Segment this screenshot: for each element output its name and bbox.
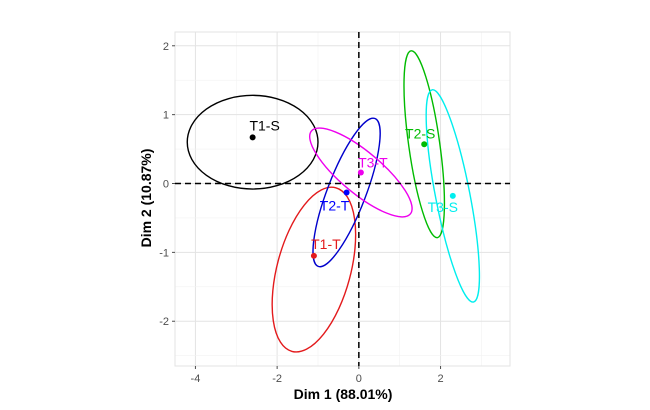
ellipse-t2-s (403, 50, 446, 239)
point-labels: T1-S T1-T T2-T T3-T T2-S T3-S (249, 117, 458, 251)
x-tick-label: -2 (272, 373, 282, 385)
point-label-t2-s: T2-S (405, 125, 435, 141)
y-tick-label: 1 (163, 110, 169, 122)
x-tick-label: -4 (191, 373, 201, 385)
y-axis-title: Dim 2 (10.87%) (138, 149, 154, 248)
point-label-t3-s: T3-S (428, 199, 458, 215)
x-axis-title: Dim 1 (88.01%) (294, 386, 393, 402)
point-label-t3-t: T3-T (358, 154, 388, 170)
ellipse-t1-t (271, 186, 357, 353)
point-label-t1-t: T1-T (311, 236, 341, 252)
data-points (249, 134, 456, 259)
point-t2-s (421, 141, 428, 148)
ellipse-t3-t (308, 127, 413, 218)
y-tick-label: 0 (163, 179, 169, 191)
point-label-t1-s: T1-S (249, 117, 279, 133)
point-label-t2-t: T2-T (320, 197, 350, 213)
x-tick-label: 0 (356, 373, 362, 385)
plot-panel-border (174, 31, 511, 367)
point-t1-s (249, 134, 256, 141)
x-tick-label: 2 (437, 373, 443, 385)
ellipse-t1-s (186, 94, 319, 190)
point-t1-t (310, 252, 317, 259)
point-t2-t (343, 189, 350, 196)
confidence-ellipses (186, 50, 481, 353)
point-t3-s (449, 192, 456, 199)
tick-labels: -4 -2 0 2 -2 -1 0 1 2 (159, 41, 443, 385)
ellipse-t3-s (425, 89, 481, 303)
y-tick-label: -1 (159, 247, 169, 259)
point-t3-t (357, 169, 364, 176)
ellipse-t2-t (312, 117, 381, 268)
y-tick-label: 2 (163, 41, 169, 53)
reference-lines (175, 32, 510, 366)
y-tick-label: -2 (159, 316, 169, 328)
